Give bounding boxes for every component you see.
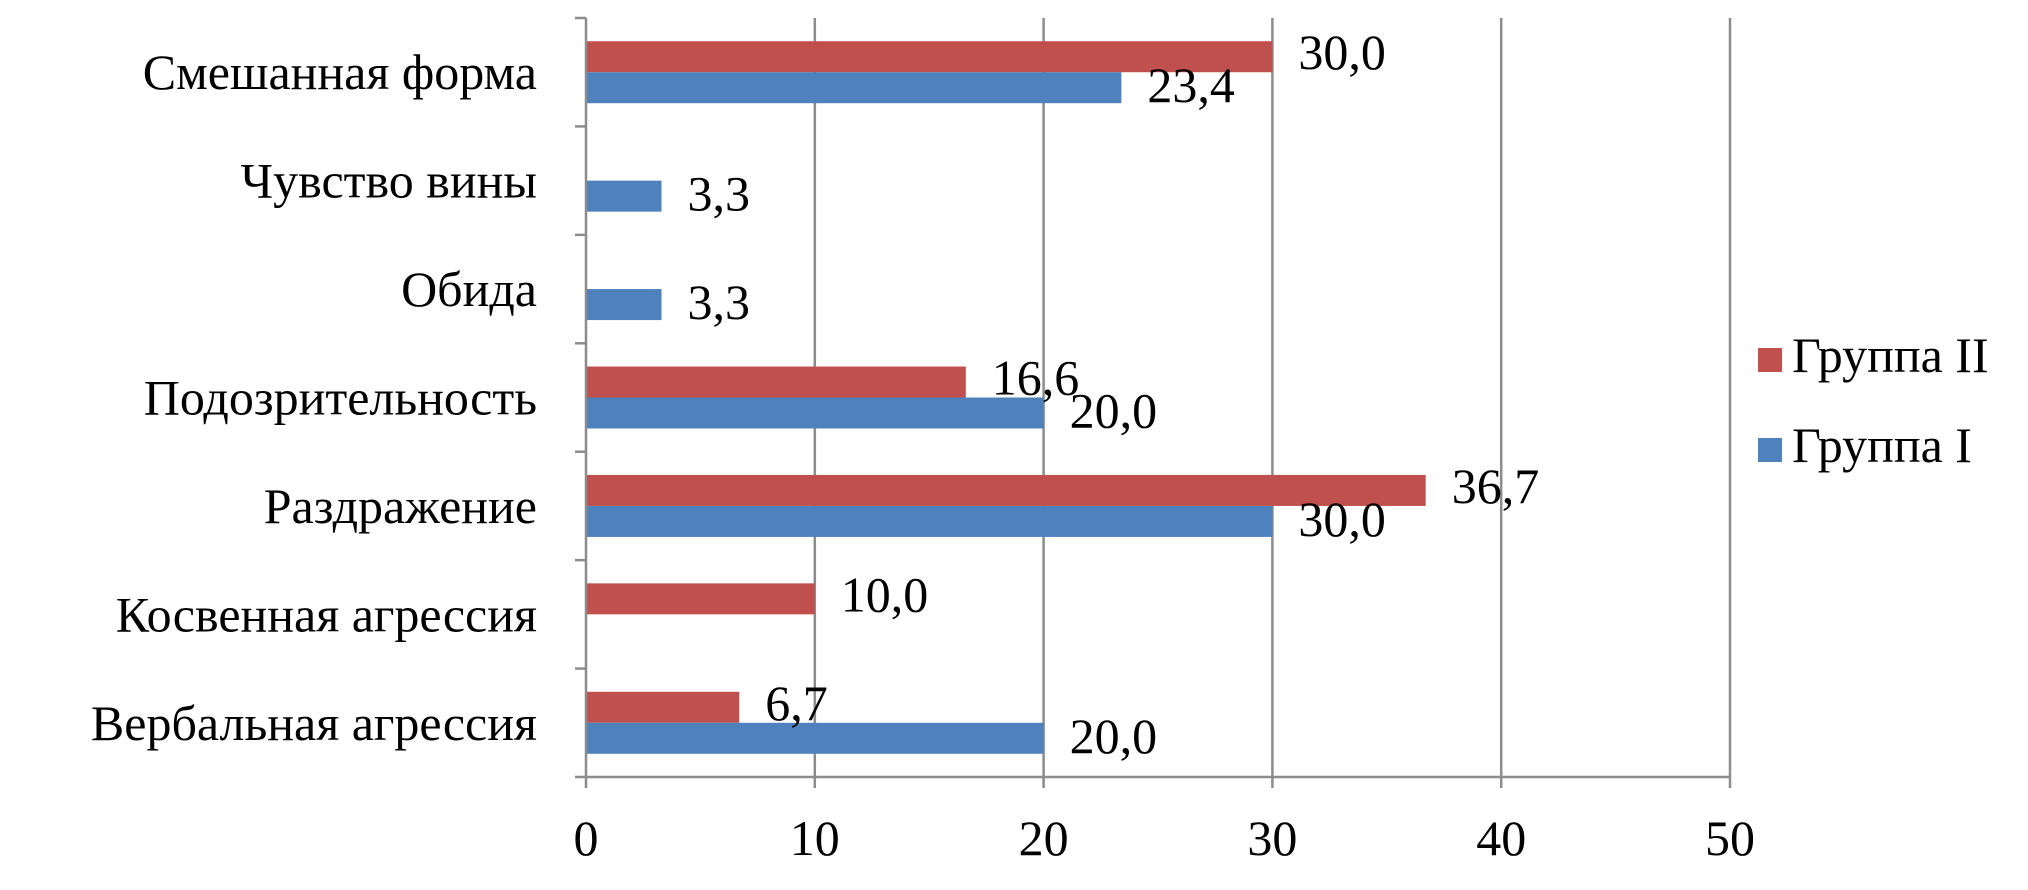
legend-swatch (1758, 348, 1782, 372)
data-label: 20,0 (1070, 383, 1158, 439)
bar (586, 474, 1426, 506)
bar (586, 583, 815, 615)
legend-label: Группа I (1792, 417, 1972, 473)
x-tick-label: 30 (1247, 810, 1297, 866)
bar (586, 180, 662, 212)
legend: Группа II Группа I (1758, 327, 1989, 473)
category-label: Чувство вины (241, 153, 537, 209)
category-label: Смешанная форма (143, 44, 537, 100)
x-tick-label: 0 (574, 810, 599, 866)
category-label: Косвенная агрессия (116, 586, 537, 642)
bar (586, 691, 740, 723)
x-tick-label: 10 (790, 810, 840, 866)
bar-layer (586, 41, 1426, 754)
data-label: 20,0 (1070, 708, 1158, 764)
bar (586, 397, 1044, 429)
category-label: Вербальная агрессия (91, 695, 537, 751)
bar (586, 722, 1044, 754)
category-label: Обида (401, 261, 537, 317)
legend-swatch (1758, 438, 1782, 462)
data-label: 23,4 (1147, 57, 1235, 113)
data-label: 10,0 (841, 566, 929, 622)
bar (586, 289, 662, 321)
data-label: 3,3 (688, 274, 751, 330)
label-layer: 6,720,010,036,730,016,620,03,33,330,023,… (688, 24, 1540, 764)
bar (586, 41, 1273, 73)
category-label: Подозрительность (144, 370, 537, 426)
data-label: 36,7 (1452, 458, 1540, 514)
data-label: 3,3 (688, 166, 751, 222)
grid-layer (813, 18, 1732, 777)
bar (586, 366, 966, 398)
x-tick-label: 40 (1476, 810, 1526, 866)
bar (586, 72, 1122, 104)
data-label: 16,6 (992, 350, 1080, 406)
legend-label: Группа II (1792, 327, 1989, 383)
axis-layer: 0 10 20 30 40 50 Вербальная агрессия Косвенная … (91, 16, 1755, 866)
category-label: Раздражение (264, 478, 537, 534)
data-label: 6,7 (765, 675, 828, 731)
x-tick-label: 20 (1019, 810, 1069, 866)
data-label: 30,0 (1298, 491, 1386, 547)
data-label: 30,0 (1298, 24, 1386, 80)
bar (586, 505, 1273, 537)
x-tick-label: 50 (1705, 810, 1755, 866)
